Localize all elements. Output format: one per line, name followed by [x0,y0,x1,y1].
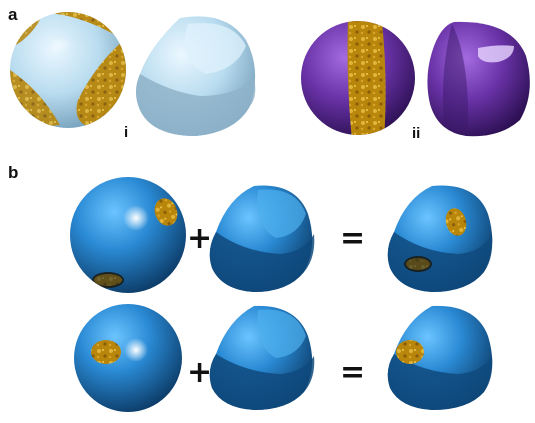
panel-b-label: b [8,163,18,182]
blue-rounded-cube-shape-row1 [209,185,315,292]
plus-sign-row2: + [187,355,212,390]
pale-rounded-cube-shape [136,16,256,137]
panel-a-label: a [8,5,18,24]
equals-sign-row1: = [340,221,365,256]
purple-rounded-shape [427,21,530,137]
equals-sign-row2: = [340,355,365,390]
purple-sphere-with-gold-band [301,21,415,135]
blue-rounded-cube-shape-row2 [209,305,315,410]
blue-result-shape-row1 [387,185,493,292]
pale-sphere-with-gold-patches [10,12,126,128]
blue-sphere-two-patches [70,177,186,293]
label-i: i [124,124,128,141]
blue-result-shape-row2 [387,305,493,410]
blue-sphere-one-patch [74,304,182,412]
label-ii: ii [412,125,420,142]
plus-sign-row1: + [187,221,212,256]
